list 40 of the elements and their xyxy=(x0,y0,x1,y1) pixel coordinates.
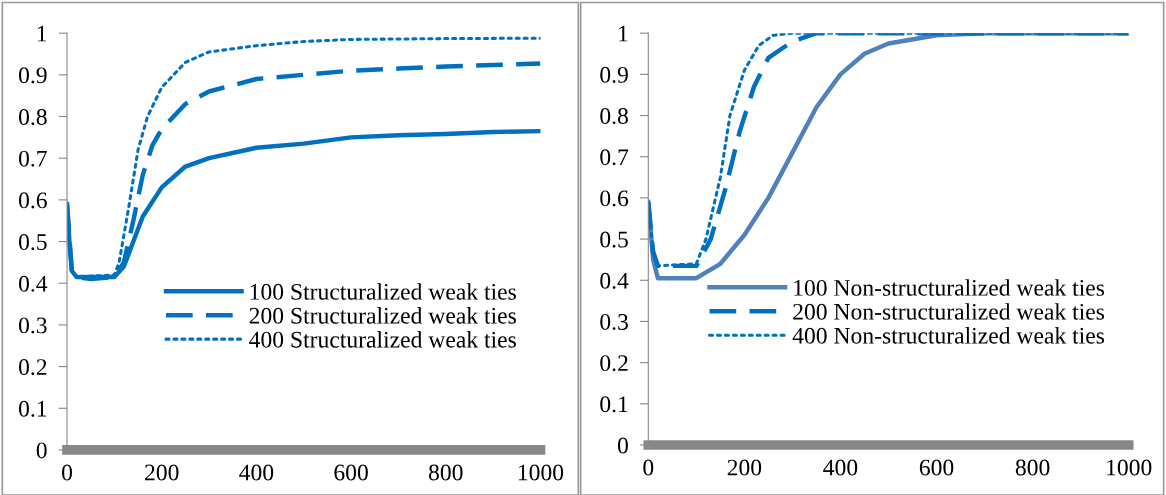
x-tick-label: 400 xyxy=(239,464,274,481)
y-tick-label: 0.9 xyxy=(600,66,628,83)
y-tick-label: 0.5 xyxy=(18,234,47,251)
y-tick-label: 1 xyxy=(619,25,628,42)
x-tick-label: 200 xyxy=(727,459,762,476)
x-tick-label: 600 xyxy=(919,459,954,476)
legend-label: 400 Non-structuralized weak ties xyxy=(792,327,1105,344)
y-tick-label: 0.1 xyxy=(600,396,628,413)
x-tick-label: 1000 xyxy=(1107,459,1152,476)
y-tick-label: 0.6 xyxy=(18,192,47,209)
y-tick-label: 0.1 xyxy=(18,400,47,417)
y-tick-label: 0.4 xyxy=(600,272,629,289)
x-tick-label: 0 xyxy=(62,464,73,481)
x-tick-label: 600 xyxy=(334,464,368,481)
legend-label: 200 Structuralized weak ties xyxy=(249,307,516,324)
x-tick-label: 400 xyxy=(823,459,858,476)
y-tick-label: 0.2 xyxy=(600,355,628,372)
y-tick-label: 0.5 xyxy=(600,231,628,248)
legend-label: 400 Structuralized weak ties xyxy=(249,331,516,348)
y-tick-label: 0.8 xyxy=(18,109,47,126)
y-tick-label: 1 xyxy=(37,25,47,42)
x-tick-label: 200 xyxy=(145,464,179,481)
y-tick-label: 0.8 xyxy=(600,108,628,125)
y-tick-label: 0 xyxy=(36,442,47,459)
x-tick-label: 800 xyxy=(428,464,463,481)
y-tick-label: 0 xyxy=(617,437,628,454)
y-tick-label: 0.3 xyxy=(18,317,47,334)
y-tick-label: 0.4 xyxy=(18,275,48,292)
y-tick-label: 0.7 xyxy=(18,150,47,167)
legend-label: 200 Non-structuralized weak ties xyxy=(793,303,1105,320)
y-tick-label: 0.9 xyxy=(18,67,47,84)
legend-label: 100 Non-structuralized weak ties xyxy=(794,279,1105,296)
legend-label: 100 Structuralized weak ties xyxy=(250,283,516,300)
x-tick-label: 800 xyxy=(1015,459,1050,476)
x-tick-label: 0 xyxy=(643,459,654,476)
y-tick-label: 0.3 xyxy=(600,313,628,330)
y-tick-label: 0.2 xyxy=(18,359,47,376)
x-tick-label: 1000 xyxy=(518,464,564,481)
y-tick-label: 0.7 xyxy=(600,149,629,166)
y-tick-label: 0.6 xyxy=(600,190,629,207)
